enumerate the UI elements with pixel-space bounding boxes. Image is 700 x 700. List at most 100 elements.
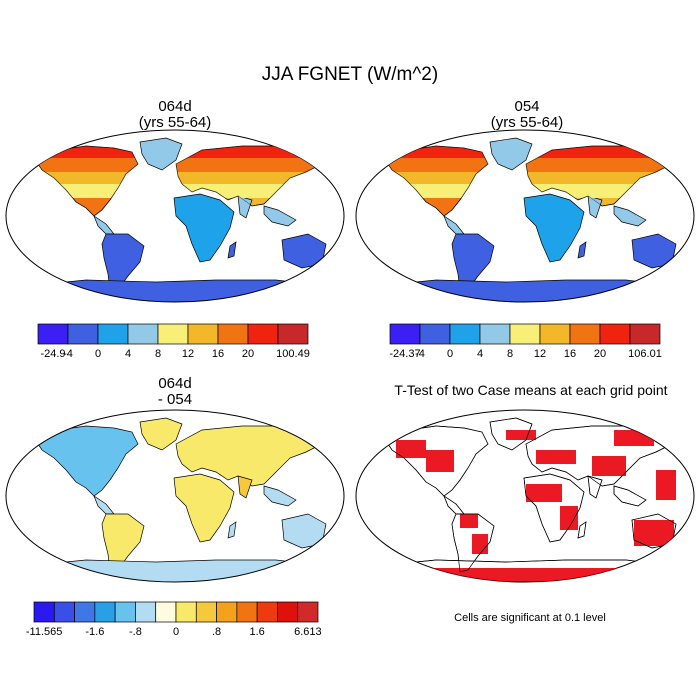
panel-4-title: T-Test of two Case means at each grid po…	[394, 382, 668, 398]
panel-3-title: 064d - 054	[40, 376, 310, 408]
colorbar-box	[216, 601, 238, 623]
panel-1-title-line1: 064d	[158, 98, 192, 115]
colorbar-label: -11.565	[26, 626, 63, 638]
colorbar-label: 106.01	[628, 348, 662, 360]
colorbar-label: -24.37	[389, 348, 420, 360]
region-antarctica	[15, 279, 337, 302]
colorbar-label: 1.6	[249, 626, 264, 638]
significant-cells	[592, 456, 626, 476]
panel-2-title: 054 (yrs 55-64)	[392, 99, 662, 131]
band-orange	[34, 158, 138, 172]
colorbar-box	[114, 601, 136, 623]
significant-cells	[614, 430, 654, 446]
significant-cells	[396, 440, 426, 458]
region-india	[237, 475, 253, 499]
colorbar-box	[509, 323, 541, 345]
colorbar-label: 4	[125, 348, 131, 360]
map-panel-2	[355, 129, 695, 303]
colorbar-label: 16	[564, 348, 576, 360]
region-northAmerica	[33, 425, 139, 497]
colorbar-box	[53, 601, 75, 623]
colorbar-label: -1.6	[85, 626, 104, 638]
colorbar-box	[599, 323, 631, 345]
colorbar-box	[256, 601, 278, 623]
colorbar-label: .8	[212, 626, 221, 638]
colorbar-label: 6.613	[294, 626, 322, 638]
colorbar-box	[277, 601, 299, 623]
region-madagascar	[577, 241, 587, 259]
colorbar-box	[74, 601, 96, 623]
colorbar-box	[539, 323, 571, 345]
colorbar-box	[135, 601, 157, 623]
outline-northAmerica	[383, 425, 489, 497]
colorbar-label: 16	[212, 348, 224, 360]
colorbar-box	[155, 601, 177, 623]
significant-cells	[560, 506, 578, 530]
significant-cells	[426, 450, 454, 472]
band-orange	[526, 158, 672, 172]
band-outline	[176, 146, 322, 206]
colorbar-box	[449, 323, 481, 345]
region-africa	[523, 193, 585, 263]
region-india	[237, 195, 253, 219]
band-outline	[526, 146, 672, 206]
colorbar-box	[37, 323, 69, 345]
panel-1-title: 064d (yrs 55-64)	[40, 99, 310, 131]
colorbar-box	[419, 323, 451, 345]
significant-cells	[506, 430, 536, 440]
colorbar-label: 8	[155, 348, 161, 360]
band-lightorange	[34, 172, 138, 184]
colorbar-box	[175, 601, 197, 623]
colorbar-label: -24.9	[40, 348, 65, 360]
panel-2-title-line1: 054	[514, 98, 540, 115]
colorbar-label: 20	[242, 348, 254, 360]
band-orange	[176, 158, 322, 172]
colorbar-box	[629, 323, 661, 345]
map-border	[355, 129, 695, 303]
panel-3-title-line2: - 054	[157, 391, 193, 408]
colorbar-box	[187, 323, 219, 345]
map-border	[5, 129, 345, 303]
band-lightorange	[176, 172, 322, 184]
outline-india	[587, 475, 603, 499]
panel-4-note: Cells are significant at 0.1 level	[454, 612, 606, 624]
colorbar-label: -4	[63, 348, 73, 360]
significant-cells	[656, 470, 676, 500]
region-greenland	[139, 137, 183, 171]
colorbar-box	[236, 601, 258, 623]
outline-africa	[523, 473, 585, 543]
colorbar-box	[297, 601, 319, 623]
band-lightorange	[526, 172, 672, 184]
map-border	[5, 409, 345, 583]
outline-seAsia	[613, 485, 647, 507]
map-panel-3	[5, 409, 345, 583]
region-africa	[173, 473, 235, 543]
region-antarctica	[15, 559, 337, 582]
colorbar-box	[569, 323, 601, 345]
region-greenland	[489, 137, 533, 171]
outline-antarctica	[365, 559, 687, 582]
map-panel-1	[5, 129, 345, 303]
colorbar-label: 100.49	[276, 348, 310, 360]
colorbar-box	[247, 323, 279, 345]
colorbar-label: 4	[477, 348, 483, 360]
outline-southAmerica	[451, 513, 495, 573]
significant-cells	[536, 450, 576, 464]
colorbar-box	[94, 601, 116, 623]
outline-madagascar	[577, 521, 587, 539]
colorbar-box	[277, 323, 309, 345]
colorbar-box	[217, 323, 249, 345]
map-clip-group	[6, 410, 344, 582]
colorbar-box	[389, 323, 421, 345]
colorbar-label: 12	[534, 348, 546, 360]
outline-greenland	[489, 417, 533, 451]
map-panel-4	[355, 409, 695, 583]
region-seAsia	[613, 205, 647, 227]
region-madagascar	[227, 241, 237, 259]
region-seAsia	[263, 205, 297, 227]
region-india	[587, 195, 603, 219]
colorbar-panel-1: -24.9-4 0 4 8 12 16 20 100.49	[37, 323, 310, 360]
region-antarctica	[365, 279, 687, 302]
panel-3-title-line1: 064d	[158, 375, 192, 392]
